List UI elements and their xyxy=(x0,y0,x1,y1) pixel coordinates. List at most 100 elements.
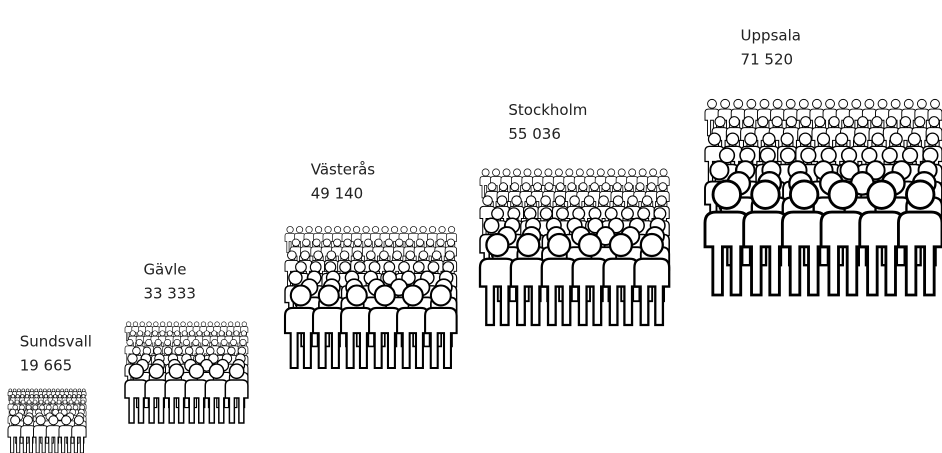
person-head xyxy=(355,262,366,273)
person-head xyxy=(493,169,500,176)
person-head xyxy=(556,183,564,191)
person-head xyxy=(524,169,531,176)
person-head xyxy=(22,389,25,392)
person-head xyxy=(557,208,569,220)
person-head xyxy=(25,395,28,398)
person-head xyxy=(30,395,33,398)
person-head xyxy=(432,251,441,260)
person-head xyxy=(659,183,667,191)
person-head xyxy=(410,226,416,232)
person-head xyxy=(813,99,822,108)
person-head xyxy=(428,262,439,273)
person-head xyxy=(44,395,47,398)
person-head xyxy=(319,286,339,306)
value-label: 49 140 xyxy=(311,184,364,202)
person-head xyxy=(63,400,67,404)
person-head xyxy=(160,322,165,327)
person-head xyxy=(183,339,189,345)
person-head xyxy=(175,331,180,336)
person-head xyxy=(234,331,239,336)
person-head xyxy=(72,395,75,398)
person-head xyxy=(229,364,243,378)
person-head xyxy=(327,251,336,260)
person-head xyxy=(209,364,223,378)
person-head xyxy=(904,99,913,108)
person-head xyxy=(194,322,199,327)
person-head xyxy=(217,347,225,355)
person-head xyxy=(854,133,866,145)
person-head xyxy=(555,196,565,206)
person-head xyxy=(752,181,780,209)
person-head xyxy=(642,196,652,206)
person-head xyxy=(235,322,240,327)
person-head xyxy=(21,395,24,398)
person-head xyxy=(657,196,667,206)
value-label: 19 665 xyxy=(20,356,72,374)
person-head xyxy=(366,251,375,260)
person-head xyxy=(382,226,388,232)
person-head xyxy=(230,339,236,345)
person-head xyxy=(11,395,14,398)
person-head xyxy=(540,208,552,220)
person-head xyxy=(288,251,297,260)
person-head xyxy=(188,322,193,327)
person-head xyxy=(868,181,896,209)
person-head xyxy=(429,226,435,232)
person-head xyxy=(715,117,725,127)
person-head xyxy=(747,99,756,108)
person-head xyxy=(49,395,52,398)
person-head xyxy=(27,400,31,404)
person-head xyxy=(497,196,507,206)
person-head xyxy=(33,400,37,404)
person-head xyxy=(729,117,739,127)
person-head xyxy=(541,196,551,206)
person-head xyxy=(568,183,576,191)
person-head xyxy=(57,400,61,404)
person-head xyxy=(406,239,413,246)
person-head xyxy=(375,286,395,306)
person-head xyxy=(836,133,848,145)
person-head xyxy=(829,181,857,209)
person-head xyxy=(48,389,51,392)
person-head xyxy=(9,400,13,404)
person-head xyxy=(160,331,165,336)
person-head xyxy=(599,196,609,206)
person-head xyxy=(140,322,145,327)
person-head xyxy=(62,416,71,425)
person-head xyxy=(799,99,808,108)
person-head xyxy=(773,99,782,108)
person-head xyxy=(517,234,539,256)
person-head xyxy=(917,99,926,108)
person-head xyxy=(622,208,634,220)
person-head xyxy=(566,169,573,176)
person-head xyxy=(448,226,454,232)
person-head xyxy=(908,133,920,145)
person-head xyxy=(584,196,594,206)
crowd xyxy=(285,226,457,368)
person-head xyxy=(826,99,835,108)
person-head xyxy=(39,400,43,404)
person-head xyxy=(340,251,349,260)
category-label: Gävle xyxy=(143,261,186,279)
person-head xyxy=(406,251,415,260)
person-head xyxy=(708,99,717,108)
person-head xyxy=(182,331,187,336)
person-head xyxy=(138,331,143,336)
person-head xyxy=(650,169,657,176)
person-head xyxy=(197,331,202,336)
person-head xyxy=(570,196,580,206)
person-head xyxy=(372,226,378,232)
person-head xyxy=(713,181,741,209)
person-head xyxy=(555,169,562,176)
person-head xyxy=(344,239,351,246)
person-head xyxy=(901,117,911,127)
person-head xyxy=(323,239,330,246)
person-head xyxy=(353,226,359,232)
person-head xyxy=(727,133,739,145)
person-head xyxy=(858,117,868,127)
person-head xyxy=(548,234,570,256)
person-head xyxy=(734,99,743,108)
person-head xyxy=(56,389,59,392)
person-head xyxy=(33,405,38,410)
person-head xyxy=(906,181,934,209)
